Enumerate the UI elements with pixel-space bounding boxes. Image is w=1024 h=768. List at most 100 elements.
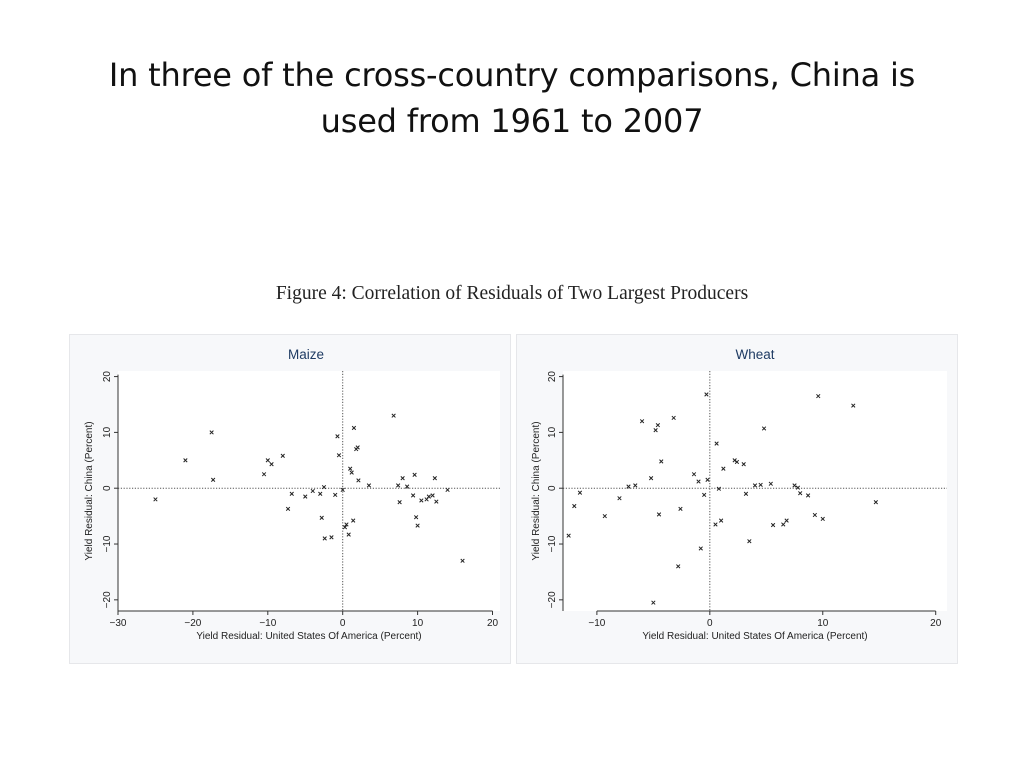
wheat-data-point: [678, 506, 683, 512]
wheat-data-point: [761, 426, 767, 431]
slide-title-line1: In three of the cross-country comparison…: [108, 56, 916, 94]
maize-data-point: [348, 466, 353, 471]
maize-x-tick-label: 10: [412, 618, 424, 629]
maize-data-point: [318, 491, 323, 496]
maize-data-point: [366, 483, 372, 488]
wheat-data-point: [626, 484, 631, 489]
maize-data-point: [404, 484, 410, 489]
maize-data-point: [322, 536, 327, 541]
maize-data-point: [344, 522, 349, 527]
wheat-data-point: [648, 476, 654, 481]
wheat-scatter-plot: Wheat Yield Residual: United States Of A…: [531, 347, 947, 642]
maize-y-axis-label: Yield Residual: China (Percent): [84, 421, 95, 560]
maize-data-point: [395, 483, 401, 488]
wheat-data-point: [798, 491, 803, 496]
wheat-data-point: [691, 472, 697, 477]
wheat-data-point: [747, 539, 752, 544]
wheat-data-point: [705, 477, 710, 482]
wheat-data-point: [734, 459, 740, 465]
maize-data-point: [183, 458, 188, 463]
wheat-data-point: [704, 392, 709, 397]
wheat-chart-title: Wheat: [735, 347, 774, 362]
maize-data-point: [319, 515, 324, 520]
wheat-y-tick-label: 20: [547, 371, 558, 383]
wheat-data-point: [656, 512, 662, 517]
maize-x-axis-label: Yield Residual: United States Of America…: [196, 631, 421, 642]
maize-data-point: [333, 492, 338, 498]
maize-data-point: [426, 494, 431, 499]
wheat-data-point: [696, 479, 701, 484]
maize-data-point: [321, 484, 327, 490]
maize-data-point: [349, 470, 354, 475]
maize-data-point: [303, 494, 308, 499]
figure-caption: Figure 4: Correlation of Residuals of Tw…: [275, 283, 749, 304]
wheat-data-point: [639, 419, 645, 424]
maize-y-tick-label: 0: [102, 485, 113, 491]
wheat-data-point: [617, 496, 622, 501]
wheat-data-point: [713, 522, 718, 527]
wheat-data-point: [781, 522, 786, 527]
maize-x-tick-label: −30: [110, 618, 127, 629]
wheat-data-point: [718, 518, 724, 523]
maize-data-point: [269, 462, 274, 467]
wheat-data-point: [784, 518, 789, 523]
maize-data-point: [412, 472, 417, 477]
slide-title: In three of the cross-country comparison…: [60, 52, 964, 144]
wheat-data-point: [770, 522, 776, 528]
wheat-y-tick-label: 0: [547, 485, 558, 491]
wheat-data-point: [671, 415, 676, 421]
maize-data-point: [329, 535, 334, 540]
maize-x-tick-label: 20: [487, 618, 499, 629]
maize-data-point: [391, 413, 396, 418]
maize-data-point: [355, 445, 360, 450]
wheat-data-point: [676, 564, 681, 569]
wheat-x-tick-label: −10: [588, 618, 605, 629]
maize-data-point: [285, 506, 291, 512]
wheat-y-tick-label: −10: [547, 535, 558, 552]
maize-data-point: [289, 491, 294, 496]
wheat-data-point: [851, 403, 856, 408]
maize-data-point: [210, 477, 216, 482]
maize-y-tick-label: −10: [102, 535, 113, 552]
wheat-data-point: [655, 422, 661, 428]
maize-data-point: [335, 434, 340, 439]
wheat-data-point: [795, 485, 801, 490]
wheat-data-point: [758, 482, 763, 488]
wheat-data-point: [743, 491, 749, 496]
maize-data-point: [430, 493, 435, 498]
maize-data-point: [445, 487, 450, 493]
wheat-data-point: [651, 600, 656, 605]
wheat-y-axis-label: Yield Residual: China (Percent): [531, 421, 542, 560]
maize-data-point: [153, 497, 158, 502]
maize-x-tick-label: 0: [340, 618, 346, 629]
maize-x-tick-label: −10: [259, 618, 276, 629]
maize-data-point: [209, 430, 214, 435]
maize-y-tick-label: −20: [102, 591, 113, 608]
maize-data-point: [261, 472, 267, 477]
maize-data-point: [432, 476, 437, 481]
wheat-data-point: [659, 459, 664, 464]
maize-data-point: [397, 500, 402, 505]
maize-plot-area: [118, 371, 500, 611]
maize-data-point: [413, 515, 419, 520]
wheat-data-point: [572, 503, 577, 509]
wheat-data-point: [698, 546, 703, 551]
maize-x-tick-label: −20: [184, 618, 201, 629]
wheat-data-point: [566, 533, 571, 538]
wheat-y-tick-label: −20: [547, 591, 558, 608]
maize-chart-title: Maize: [288, 347, 324, 362]
wheat-data-point: [602, 513, 607, 519]
wheat-plot-area: [563, 371, 947, 611]
maize-data-point: [410, 493, 416, 498]
maize-data-point: [342, 525, 348, 530]
wheat-x-tick-label: 0: [707, 618, 713, 629]
maize-data-point: [419, 498, 424, 503]
maize-data-point: [340, 487, 345, 493]
wheat-data-point: [792, 483, 797, 488]
maize-data-point: [336, 453, 342, 458]
maize-data-point: [460, 558, 465, 563]
wheat-data-point: [653, 428, 658, 433]
maize-data-point: [415, 523, 420, 528]
slide-title-line2: used from 1961 to 2007: [320, 102, 704, 140]
wheat-data-point: [816, 393, 821, 399]
